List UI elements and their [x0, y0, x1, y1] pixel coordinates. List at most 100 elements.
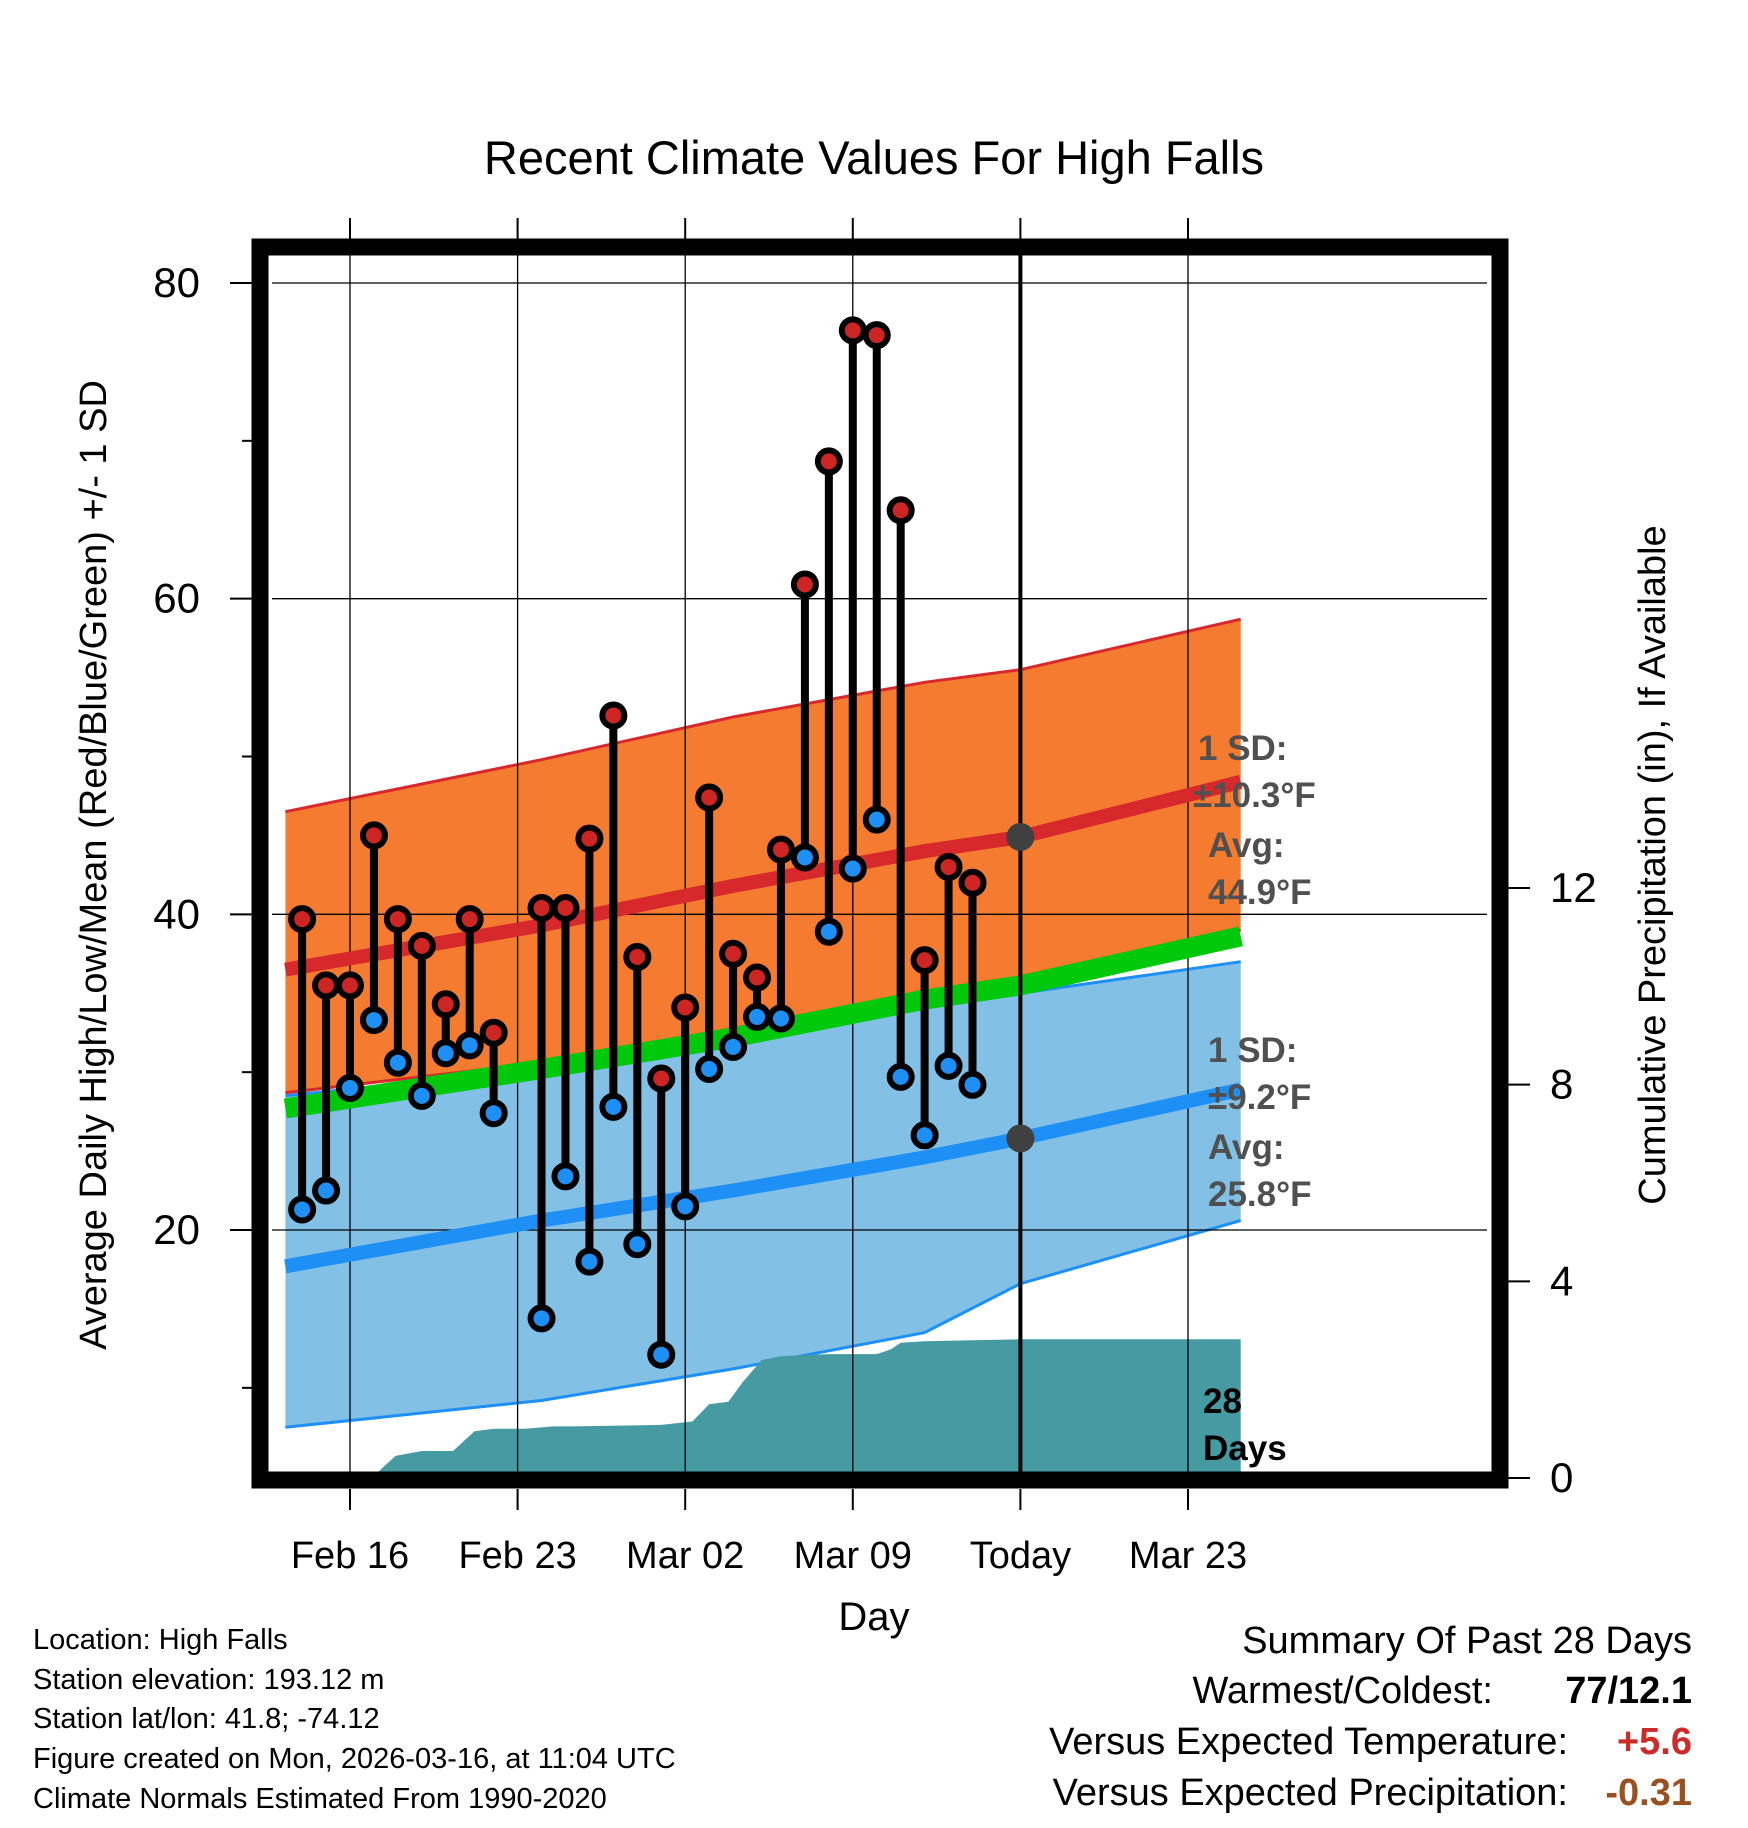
obs-low-point	[886, 1062, 915, 1091]
summary-precip-value: -0.31	[1605, 1772, 1692, 1814]
obs-low-point	[527, 1304, 556, 1333]
obs-low-point	[431, 1039, 460, 1068]
obs-low-point	[599, 1092, 628, 1121]
obs-high-point	[910, 946, 939, 975]
obs-low-point	[790, 843, 819, 872]
obs-high-point	[838, 316, 867, 345]
obs-low-point	[479, 1099, 508, 1128]
info-location: Location: High Falls	[33, 1624, 288, 1656]
summary-warmest-label: Warmest/Coldest:	[1192, 1670, 1493, 1712]
obs-high-point	[862, 321, 891, 350]
obs-high-point	[671, 993, 700, 1022]
x-axis-label: Day	[838, 1595, 909, 1639]
today-high-avg-marker	[1006, 822, 1035, 851]
y2-tick-label: 8	[1550, 1061, 1573, 1108]
low-avg-label: Avg:	[1208, 1128, 1284, 1167]
obs-high-point	[288, 905, 317, 934]
obs-low-point	[934, 1051, 963, 1080]
info-latlon: Station lat/lon: 41.8; -74.12	[33, 1703, 380, 1735]
y-tick-label: 80	[153, 259, 200, 306]
obs-low-point	[575, 1247, 604, 1276]
x-tick-label: Today	[970, 1535, 1071, 1577]
summary-precip-label: Versus Expected Precipitation:	[1052, 1772, 1568, 1814]
y-axis-label: Average Daily High/Low/Mean (Red/Blue/Gr…	[73, 380, 115, 1350]
info-elevation: Station elevation: 193.12 m	[33, 1664, 385, 1696]
obs-high-point	[886, 496, 915, 525]
obs-high-point	[790, 570, 819, 599]
obs-high-point	[766, 835, 795, 864]
obs-high-point	[814, 447, 843, 476]
y2-tick-label: 4	[1550, 1257, 1573, 1304]
obs-high-point	[312, 971, 341, 1000]
summary-title: Summary Of Past 28 Days	[1242, 1620, 1692, 1662]
y-tick-label: 20	[153, 1206, 200, 1253]
obs-low-point	[814, 917, 843, 946]
days-unit-label: Days	[1203, 1429, 1287, 1468]
normal-low-line	[284, 1082, 1243, 1274]
obs-high-point	[623, 942, 652, 971]
obs-low-point	[671, 1192, 700, 1221]
obs-high-point	[431, 990, 460, 1019]
normal-mean-line	[283, 926, 1243, 1119]
x-tick-label: Mar 23	[1129, 1535, 1247, 1577]
low-avg-value: 25.8°F	[1208, 1175, 1312, 1214]
obs-high-point	[336, 971, 364, 1000]
x-tick-label: Feb 23	[458, 1535, 576, 1577]
obs-low-point	[312, 1176, 341, 1205]
obs-high-point	[934, 852, 963, 881]
y2-axis-label: Cumulative Precipitation (in), If Availa…	[1632, 525, 1674, 1204]
obs-high-point	[359, 821, 388, 850]
low-sd-value: ±9.2°F	[1208, 1078, 1311, 1117]
x-tick-label: Mar 09	[794, 1535, 912, 1577]
high-sd-label: 1 SD:	[1198, 729, 1287, 768]
obs-low-point	[958, 1070, 987, 1099]
summary-temp-value: +5.6	[1616, 1721, 1692, 1763]
info-normals: Climate Normals Estimated From 1990-2020	[33, 1783, 607, 1815]
precip-area	[285, 1339, 1241, 1478]
high-sd-band	[285, 619, 1241, 1093]
y-tick-label: 40	[153, 890, 200, 937]
obs-low-point	[551, 1162, 580, 1191]
obs-high-point	[958, 868, 987, 897]
obs-low-point	[455, 1031, 484, 1060]
obs-high-point	[599, 701, 628, 730]
obs-low-point	[743, 1002, 772, 1031]
obs-high-point	[479, 1018, 508, 1047]
y2-tick-label: 0	[1550, 1454, 1573, 1501]
summary-warmest-value: 77/12.1	[1565, 1670, 1692, 1712]
x-tick-label: Mar 02	[626, 1535, 744, 1577]
obs-high-point	[383, 905, 412, 934]
obs-low-point	[647, 1340, 676, 1369]
obs-high-point	[695, 783, 724, 812]
plot-frame	[251, 238, 1509, 1489]
obs-low-point	[695, 1055, 724, 1084]
low-sd-label: 1 SD:	[1208, 1031, 1297, 1070]
obs-low-point	[766, 1004, 795, 1033]
y2-tick-label: 12	[1550, 864, 1597, 911]
obs-low-point	[383, 1048, 412, 1077]
y-tick-label: 60	[153, 575, 200, 622]
obs-high-point	[407, 931, 436, 960]
chart-title: Recent Climate Values For High Falls	[484, 131, 1264, 184]
obs-low-point	[910, 1121, 939, 1150]
obs-low-point	[407, 1081, 436, 1110]
obs-low-point	[288, 1195, 317, 1224]
high-sd-value: ±10.3°F	[1193, 776, 1316, 815]
days-count-label: 28	[1203, 1382, 1242, 1421]
high-avg-value: 44.9°F	[1208, 873, 1312, 912]
x-tick-label: Feb 16	[291, 1535, 409, 1577]
obs-low-point	[862, 805, 891, 834]
obs-high-point	[743, 963, 772, 992]
obs-low-point	[336, 1073, 364, 1102]
obs-low-point	[838, 854, 867, 883]
obs-low-point	[623, 1230, 652, 1259]
high-avg-label: Avg:	[1208, 826, 1284, 865]
obs-high-point	[719, 939, 748, 968]
low-sd-lower-edge	[285, 1219, 1242, 1429]
obs-low-point	[719, 1032, 748, 1061]
obs-high-point	[647, 1064, 676, 1093]
obs-high-point	[455, 905, 484, 934]
today-low-avg-marker	[1006, 1124, 1035, 1153]
summary-temp-label: Versus Expected Temperature:	[1049, 1721, 1568, 1763]
